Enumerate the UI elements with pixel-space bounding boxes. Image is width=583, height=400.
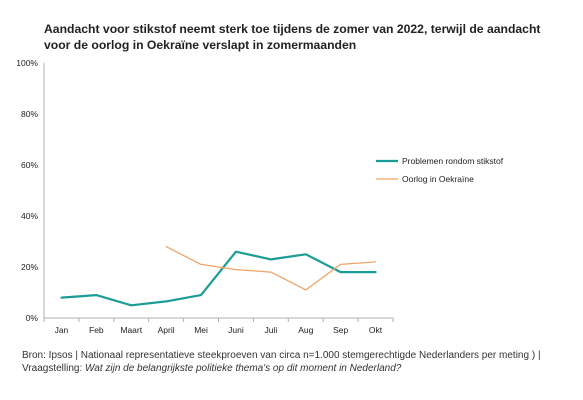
y-tick-label: 100% (16, 58, 38, 68)
x-tick-label: Feb (89, 325, 104, 335)
x-tick-label: Jan (55, 325, 69, 335)
x-tick-label: Maart (120, 325, 142, 335)
chart-title: Aandacht voor stikstof neemt sterk toe t… (44, 22, 541, 52)
series-line-oekraine (165, 245, 377, 291)
x-tick-label: Mei (194, 325, 208, 335)
question-prefix: Vraagstelling: (22, 363, 85, 375)
footnote: Bron: Ipsos | Nationaal representatieve … (22, 349, 572, 375)
y-tick-label: 20% (21, 262, 38, 272)
x-tick-label: Okt (369, 325, 383, 335)
x-axis: Jan Feb Maart April Mei Juni Juli Aug Sep Okt (43, 318, 394, 335)
series-group (60, 245, 377, 307)
y-tick-label: 80% (21, 109, 38, 119)
y-tick-label: 40% (21, 211, 38, 221)
y-tick-label: 60% (21, 160, 38, 170)
question-text: Wat zijn de belangrijkste politieke them… (85, 363, 402, 375)
x-tick-label: Sep (333, 325, 348, 335)
question-note: Vraagstelling: Wat zijn de belangrijkste… (22, 362, 572, 375)
series-line-stikstof (60, 250, 377, 307)
legend-label: Problemen rondom stikstof (402, 156, 504, 166)
source-note: Bron: Ipsos | Nationaal representatieve … (22, 350, 541, 361)
x-tick-label: Juli (264, 325, 277, 335)
x-tick-label: Aug (298, 325, 313, 335)
y-tick-label: 0% (26, 313, 39, 323)
y-axis: 0% 20% 40% 60% 80% 100% (16, 58, 38, 323)
x-tick-label: April (158, 325, 175, 335)
legend-label: Oorlog in Oekraïne (402, 174, 474, 184)
x-tick-label: Juni (228, 325, 244, 335)
legend: Problemen rondom stikstof Oorlog in Oekra… (376, 156, 504, 184)
